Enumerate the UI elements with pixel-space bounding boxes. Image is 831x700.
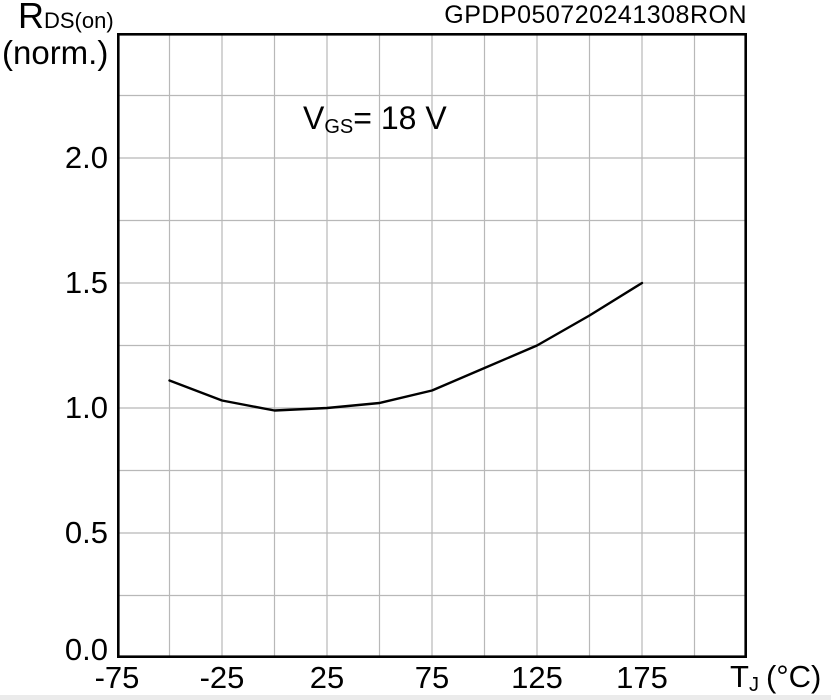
y-axis-symbol: R bbox=[18, 0, 44, 36]
y-tick-label: 1.5 bbox=[64, 264, 108, 300]
x-axis-label: TJ (°C) bbox=[730, 659, 822, 696]
x-tick-label: 75 bbox=[414, 660, 450, 695]
y-tick-label: 0.5 bbox=[64, 514, 108, 550]
plot-code-label: GPDP050720241308RON bbox=[444, 1, 747, 29]
vgs-subscript: GS bbox=[324, 116, 354, 138]
x-tick-label: -25 bbox=[199, 660, 245, 695]
y-axis-label: RDS(on) bbox=[18, 0, 114, 34]
plot-border bbox=[117, 33, 747, 658]
x-axis-subscript: J bbox=[748, 674, 759, 696]
y-tick-label: 1.0 bbox=[64, 389, 108, 425]
vgs-annotation: VGS= 18 V bbox=[303, 102, 447, 137]
y-tick-label: 2.0 bbox=[64, 139, 108, 175]
y-tick-label: 0.0 bbox=[64, 631, 108, 667]
x-tick-label: 125 bbox=[511, 660, 563, 695]
x-tick-label: 175 bbox=[616, 660, 668, 695]
x-axis-symbol: T bbox=[730, 659, 749, 694]
plot-area: VGS= 18 V bbox=[117, 33, 747, 658]
y-axis-label-line2: (norm.) bbox=[2, 34, 109, 71]
x-axis-unit: (°C) bbox=[765, 659, 822, 694]
vgs-symbol: V bbox=[303, 100, 325, 136]
rdson-curve bbox=[168, 281, 644, 412]
plot-svg bbox=[117, 33, 747, 658]
y-axis-subscript: DS(on) bbox=[44, 8, 114, 33]
x-tick-label: 25 bbox=[309, 660, 345, 695]
vgs-value: = 18 V bbox=[353, 100, 447, 136]
x-tick-label: -75 bbox=[94, 660, 140, 695]
bottom-edge-strip bbox=[0, 695, 831, 700]
